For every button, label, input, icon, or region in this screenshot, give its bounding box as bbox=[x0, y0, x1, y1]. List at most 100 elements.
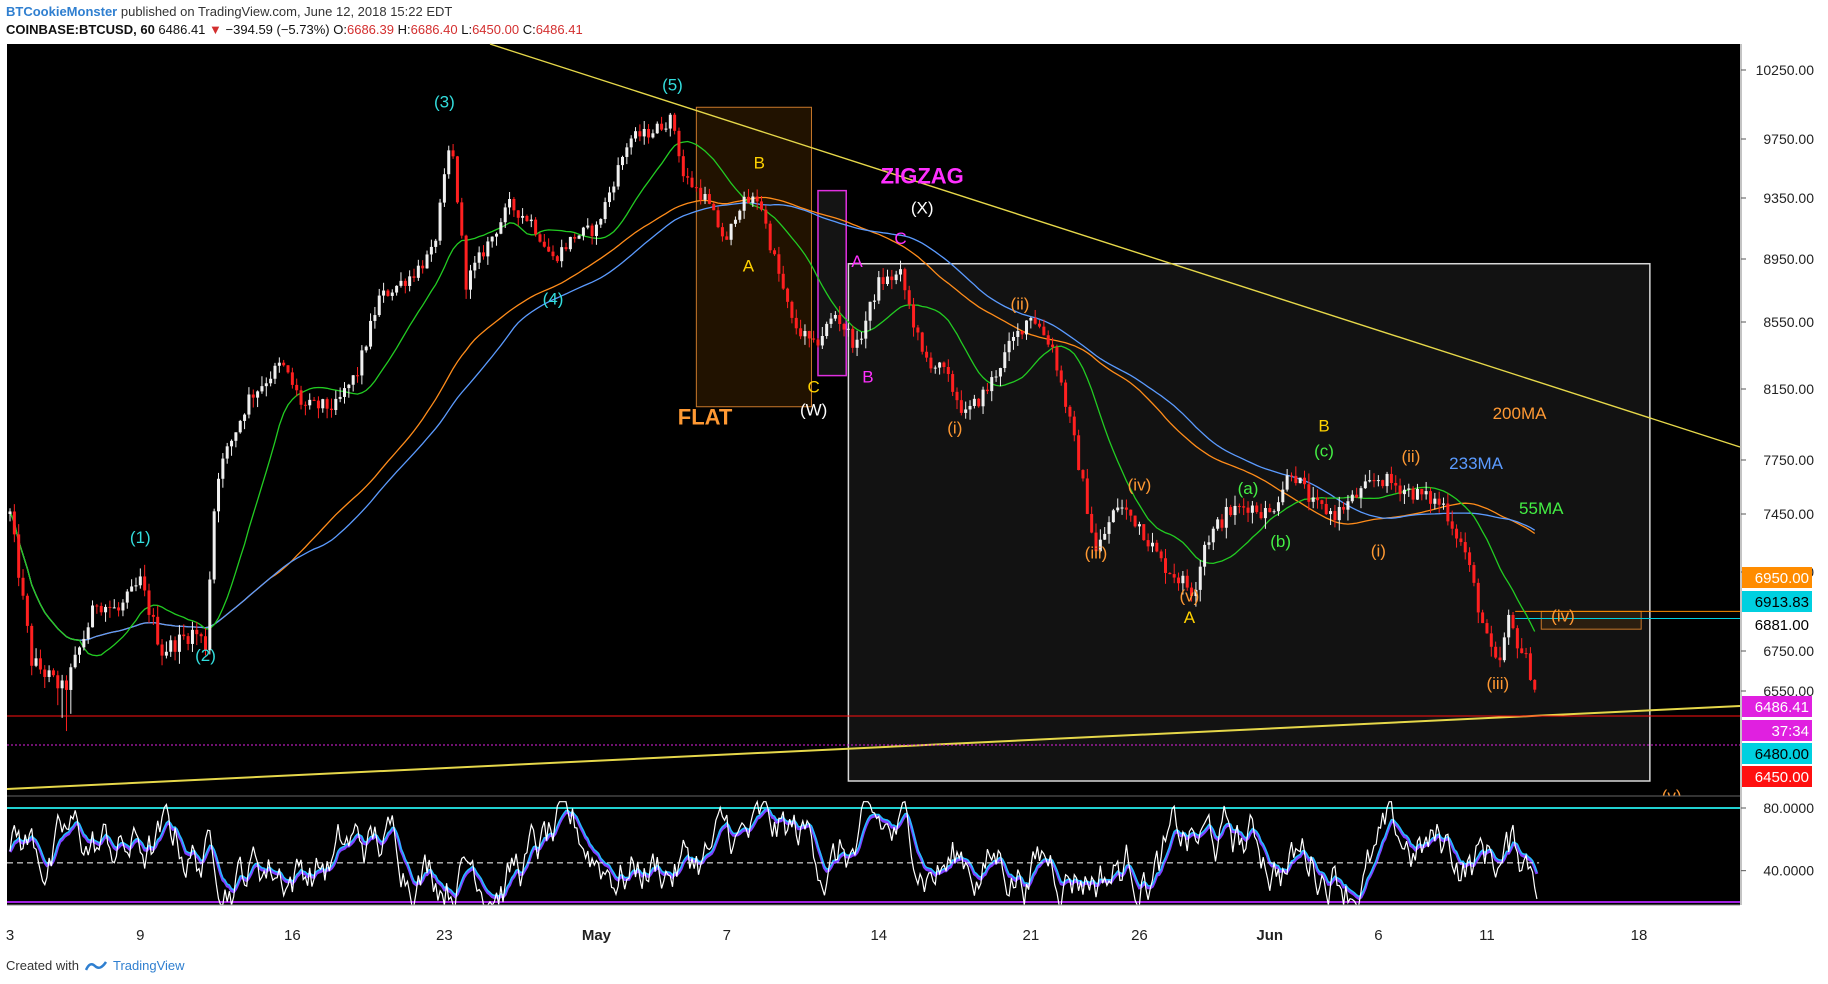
candle-body bbox=[564, 247, 568, 250]
candle bbox=[69, 663, 73, 714]
candle bbox=[573, 233, 577, 243]
candle bbox=[1029, 316, 1033, 329]
candle-body bbox=[1081, 470, 1085, 479]
candle bbox=[455, 155, 459, 204]
candle-body bbox=[842, 323, 846, 330]
candle bbox=[403, 278, 407, 294]
time-tick-label: 7 bbox=[723, 927, 731, 944]
candle-body bbox=[356, 375, 360, 377]
indicator-line bbox=[9, 799, 1538, 907]
candle bbox=[1098, 529, 1102, 553]
time-tick-label: 11 bbox=[1479, 927, 1495, 944]
candle bbox=[1233, 495, 1237, 525]
candle bbox=[95, 603, 99, 614]
candle-body bbox=[686, 176, 690, 178]
candle bbox=[1055, 344, 1059, 377]
candle bbox=[1520, 638, 1524, 654]
candle bbox=[234, 432, 238, 448]
candle bbox=[256, 390, 260, 408]
candle-body bbox=[742, 196, 746, 211]
candle bbox=[1224, 498, 1228, 539]
candle bbox=[555, 254, 559, 264]
candle bbox=[499, 218, 503, 235]
candle bbox=[1372, 473, 1376, 488]
price-tag-label: 6486.41 bbox=[1755, 699, 1809, 716]
candle bbox=[1142, 524, 1146, 541]
candle-body bbox=[416, 265, 420, 278]
candle-body bbox=[421, 265, 425, 269]
candle-body bbox=[51, 670, 55, 676]
candle-body bbox=[12, 511, 16, 535]
candle-body bbox=[959, 400, 963, 413]
wave-label: (2) bbox=[195, 646, 216, 665]
candle-body bbox=[1233, 505, 1237, 516]
candle-body bbox=[1055, 347, 1059, 371]
candle-body bbox=[568, 236, 572, 250]
candle bbox=[190, 621, 194, 652]
candle-body bbox=[660, 123, 664, 130]
candle bbox=[1476, 578, 1480, 624]
candle bbox=[1385, 471, 1389, 493]
candle-body bbox=[790, 301, 794, 318]
candle-body bbox=[920, 332, 924, 352]
time-tick-label: 18 bbox=[1631, 927, 1648, 944]
candle-body bbox=[386, 290, 390, 296]
open-value: 6686.39 bbox=[346, 22, 394, 37]
candle-body bbox=[156, 616, 160, 645]
candle-body bbox=[177, 634, 181, 652]
candle-body bbox=[825, 323, 829, 336]
candle-body bbox=[581, 227, 585, 236]
tradingview-link[interactable]: TradingView bbox=[112, 958, 185, 973]
candle-body bbox=[872, 300, 876, 302]
candle bbox=[651, 129, 655, 139]
candle-body bbox=[1411, 488, 1415, 500]
candle-body bbox=[260, 386, 264, 392]
candle-body bbox=[829, 318, 833, 324]
candle-body bbox=[117, 607, 121, 611]
candle bbox=[1424, 481, 1428, 500]
candle-body bbox=[638, 131, 642, 137]
candle-body bbox=[768, 223, 772, 251]
wave-label: (ii) bbox=[1401, 447, 1420, 466]
candle bbox=[1007, 332, 1011, 362]
candle bbox=[321, 398, 325, 413]
price-tick-label: 9750.00 bbox=[1763, 131, 1814, 147]
candle bbox=[529, 214, 533, 228]
candle bbox=[156, 605, 160, 646]
candle-body bbox=[1272, 511, 1276, 513]
candle bbox=[43, 665, 47, 688]
candle-body bbox=[560, 247, 564, 262]
candle bbox=[920, 331, 924, 355]
candle-body bbox=[1142, 524, 1146, 541]
candle-body bbox=[1472, 565, 1476, 583]
candle-body bbox=[929, 357, 933, 369]
symbol: COINBASE:BTCUSD, 60 bbox=[6, 22, 155, 37]
candle bbox=[590, 223, 594, 245]
candle-body bbox=[890, 276, 894, 281]
candle-body bbox=[681, 156, 685, 177]
candle bbox=[1316, 489, 1320, 509]
author-link[interactable]: BTCookieMonster bbox=[6, 4, 118, 19]
candle-body bbox=[586, 225, 590, 228]
candle-body bbox=[1359, 488, 1363, 498]
candle-body bbox=[1059, 370, 1063, 383]
candle-body bbox=[1389, 473, 1393, 484]
candle-body bbox=[1320, 500, 1324, 504]
candle-body bbox=[516, 210, 520, 218]
candle-body bbox=[1172, 574, 1176, 578]
candle bbox=[1177, 572, 1181, 591]
candle bbox=[1094, 523, 1098, 554]
candle bbox=[17, 524, 21, 587]
candle bbox=[386, 289, 390, 297]
candle-body bbox=[447, 150, 451, 175]
candle bbox=[1211, 526, 1215, 551]
candle-body bbox=[399, 280, 403, 286]
candle-body bbox=[325, 399, 329, 409]
candle bbox=[660, 116, 664, 132]
price-tick-label: 10250.00 bbox=[1756, 62, 1815, 78]
candle-body bbox=[56, 675, 60, 689]
candle-body bbox=[1415, 488, 1419, 500]
candle-body bbox=[1324, 503, 1328, 515]
candle bbox=[1155, 539, 1159, 553]
